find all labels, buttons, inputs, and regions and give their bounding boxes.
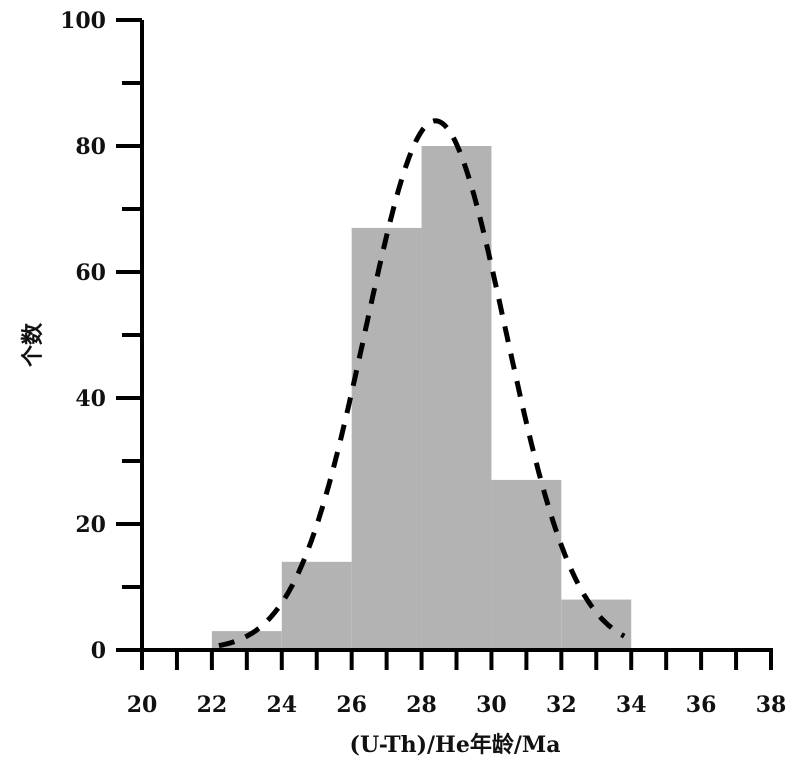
histogram-bar-2 <box>351 227 422 650</box>
axes-layer: 0 20 40 60 80 100 20 22 24 26 28 30 32 34 36 38 <box>60 8 786 718</box>
labels-layer: (U-Th)/He年龄/Ma 个数 <box>20 322 560 758</box>
histogram-bar-4 <box>491 479 562 650</box>
histogram-bar-3 <box>421 146 492 650</box>
y-tick-label: 0 <box>91 638 106 664</box>
x-axis-title: (U-Th)/He年龄/Ma <box>350 732 561 758</box>
histogram-bar-1 <box>281 561 352 650</box>
y-tick-label: 40 <box>75 386 106 412</box>
x-tick-label: 22 <box>197 692 228 718</box>
y-tick-label: 100 <box>60 8 106 34</box>
x-tick-label: 38 <box>756 692 787 718</box>
x-tick-label: 32 <box>546 692 577 718</box>
x-tick-label: 36 <box>686 692 717 718</box>
x-tick-label: 34 <box>616 692 647 718</box>
histogram-bar-5 <box>561 599 632 650</box>
x-tick-label: 26 <box>336 692 367 718</box>
x-tick-label: 28 <box>406 692 437 718</box>
y-tick-label: 20 <box>75 512 106 538</box>
y-tick-label: 80 <box>75 134 106 160</box>
x-tick-label: 20 <box>127 692 158 718</box>
bars-layer <box>211 146 632 650</box>
y-tick-label: 60 <box>75 260 106 286</box>
x-tick-label: 30 <box>476 692 507 718</box>
curve-layer <box>218 118 626 649</box>
y-axis-title: 个数 <box>20 322 46 367</box>
fit-curve-dashed <box>218 118 626 649</box>
x-tick-label: 24 <box>266 692 297 718</box>
